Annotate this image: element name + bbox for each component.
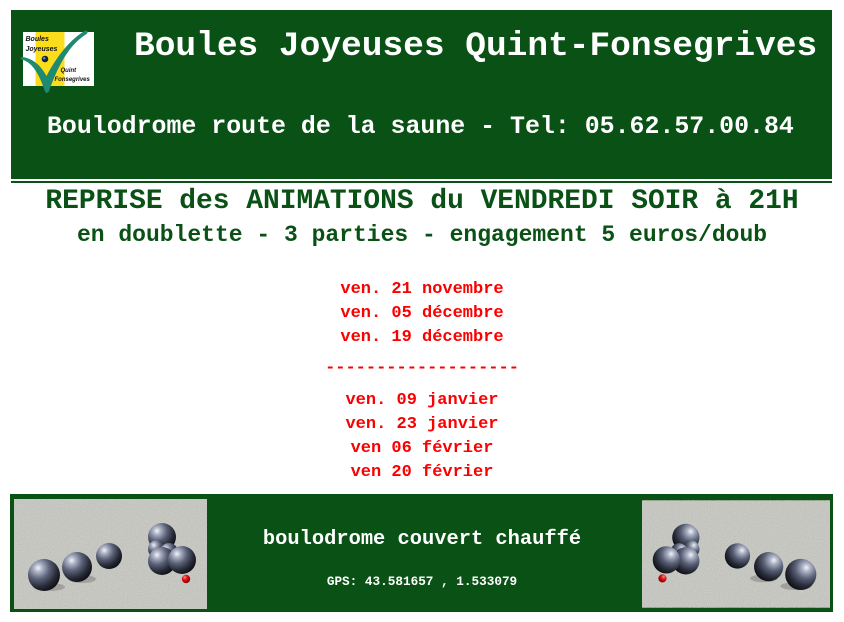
svg-text:Boules: Boules — [26, 36, 49, 43]
svg-text:Quint: Quint — [61, 68, 78, 74]
svg-text:Fonsegrives: Fonsegrives — [55, 77, 91, 83]
svg-text:Joyeuses: Joyeuses — [26, 46, 58, 53]
